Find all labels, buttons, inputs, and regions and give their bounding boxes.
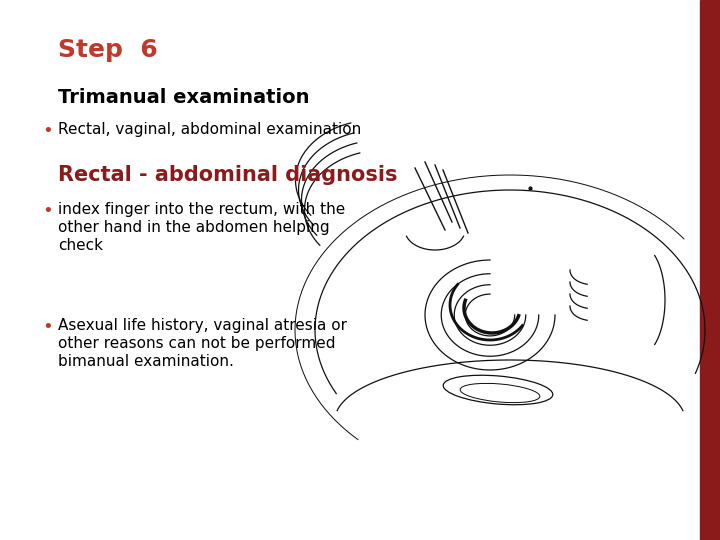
Text: Step  6: Step 6 [58,38,158,62]
Text: Asexual life history, vaginal atresia or: Asexual life history, vaginal atresia or [58,318,347,333]
Text: Rectal, vaginal, abdominal examination: Rectal, vaginal, abdominal examination [58,122,361,137]
Bar [700,0,720,540]
Text: •: • [42,202,53,220]
Text: other reasons can not be performed: other reasons can not be performed [58,336,336,351]
Text: other hand in the abdomen helping: other hand in the abdomen helping [58,220,330,235]
Text: Rectal - abdominal diagnosis: Rectal - abdominal diagnosis [58,165,397,185]
Text: •: • [42,122,53,140]
Text: Trimanual examination: Trimanual examination [58,88,310,107]
Text: check: check [58,238,103,253]
Text: •: • [42,318,53,336]
Text: index finger into the rectum, with the: index finger into the rectum, with the [58,202,346,217]
Text: bimanual examination.: bimanual examination. [58,354,234,369]
